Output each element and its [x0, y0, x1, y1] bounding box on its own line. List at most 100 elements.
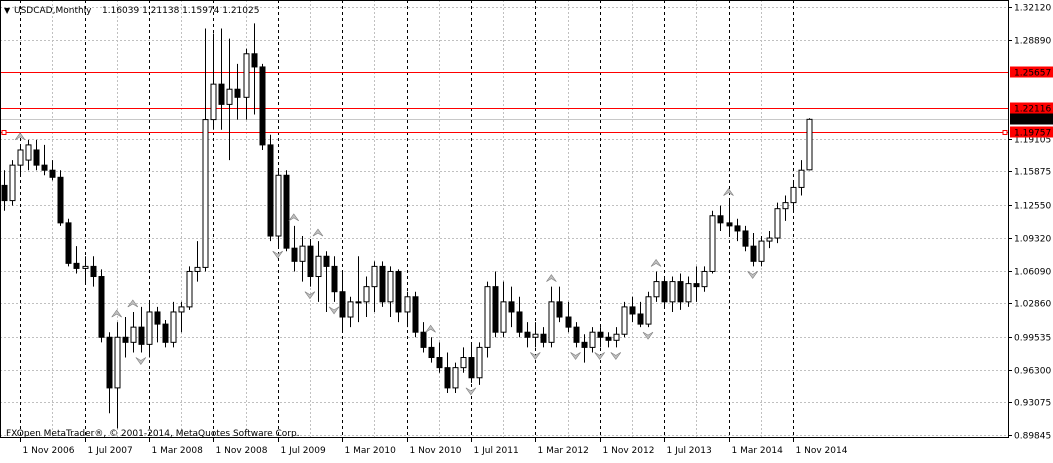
candle[interactable] — [363, 276, 370, 318]
candle[interactable] — [226, 38, 233, 161]
candle[interactable] — [597, 327, 604, 348]
candle[interactable] — [709, 210, 716, 274]
candle[interactable] — [484, 281, 491, 358]
candle[interactable] — [701, 266, 708, 292]
candle[interactable] — [106, 332, 113, 414]
candle[interactable] — [291, 225, 298, 272]
candle[interactable] — [138, 306, 145, 353]
candle[interactable] — [468, 342, 475, 383]
candle[interactable] — [637, 301, 644, 328]
candle[interactable] — [307, 239, 314, 287]
candle[interactable] — [782, 195, 789, 221]
candles[interactable] — [1, 23, 813, 429]
candle[interactable] — [420, 322, 427, 353]
candle[interactable] — [717, 205, 724, 231]
time-axis[interactable]: 1 Nov 2006 1 Jul 2007 1 Mar 2008 1 Nov 2008… — [20, 438, 848, 456]
candle[interactable] — [243, 48, 250, 120]
candle[interactable] — [65, 218, 72, 267]
candle[interactable] — [146, 301, 153, 358]
candle[interactable] — [251, 23, 258, 115]
candle[interactable] — [492, 271, 499, 338]
candle[interactable] — [589, 327, 596, 353]
candle[interactable] — [540, 327, 547, 348]
candle[interactable] — [9, 160, 16, 206]
candle[interactable] — [548, 286, 555, 348]
candle[interactable] — [556, 286, 563, 323]
candle[interactable] — [170, 301, 177, 348]
candle[interactable] — [17, 144, 24, 176]
horizontal-levels[interactable] — [0, 72, 1008, 135]
candle[interactable] — [202, 28, 209, 272]
candle[interactable] — [41, 144, 48, 176]
candle[interactable] — [90, 256, 97, 287]
candle[interactable] — [661, 276, 668, 307]
candle[interactable] — [259, 63, 266, 150]
candle[interactable] — [524, 322, 531, 348]
price-axis[interactable]: 1.32120 1.28890 1.19105 1.15875 1.12550 1.093… — [1008, 4, 1053, 442]
candle[interactable] — [57, 170, 64, 226]
candle[interactable] — [283, 170, 290, 252]
candle[interactable] — [404, 291, 411, 328]
candle[interactable] — [299, 236, 306, 282]
candle[interactable] — [387, 266, 394, 318]
candle[interactable] — [347, 296, 354, 328]
candle[interactable] — [565, 301, 572, 333]
candle[interactable] — [371, 261, 378, 312]
candle[interactable] — [194, 241, 201, 282]
candle[interactable] — [629, 296, 636, 323]
candle[interactable] — [186, 266, 193, 310]
candle[interactable] — [339, 271, 346, 333]
candle[interactable] — [734, 218, 741, 242]
candle[interactable] — [178, 301, 185, 333]
candle[interactable] — [621, 301, 628, 338]
candle[interactable] — [508, 286, 515, 328]
candle[interactable] — [114, 322, 121, 429]
candle[interactable] — [790, 180, 797, 211]
candle[interactable] — [234, 63, 241, 120]
candle[interactable] — [98, 269, 105, 343]
candle[interactable] — [573, 322, 580, 348]
candle[interactable] — [774, 202, 781, 244]
candle[interactable] — [766, 230, 773, 249]
candle[interactable] — [758, 236, 765, 267]
candle[interactable] — [315, 241, 322, 302]
candle[interactable] — [33, 139, 40, 171]
candle[interactable] — [685, 276, 692, 307]
candle[interactable] — [693, 266, 700, 302]
candle[interactable] — [355, 256, 362, 323]
candle[interactable] — [750, 232, 757, 267]
candle[interactable] — [323, 251, 330, 312]
candle[interactable] — [532, 322, 539, 348]
candle[interactable] — [742, 225, 749, 252]
candle[interactable] — [218, 28, 225, 130]
candle[interactable] — [130, 311, 137, 353]
candle[interactable] — [395, 269, 402, 323]
candle[interactable] — [412, 291, 419, 338]
candle[interactable] — [122, 317, 129, 358]
candle[interactable] — [645, 291, 652, 328]
candle[interactable] — [379, 261, 386, 307]
chart-menu-arrow-icon[interactable]: ▼ — [4, 6, 11, 15]
candle[interactable] — [613, 327, 620, 348]
candle[interactable] — [25, 139, 32, 171]
candle[interactable] — [436, 342, 443, 373]
candle[interactable] — [452, 362, 459, 393]
candle[interactable] — [428, 337, 435, 363]
candle[interactable] — [806, 118, 813, 171]
candle[interactable] — [476, 342, 483, 385]
candle[interactable] — [1, 170, 8, 211]
candle[interactable] — [444, 352, 451, 393]
candle[interactable] — [73, 246, 80, 274]
candle[interactable] — [798, 160, 805, 196]
level-handle-left[interactable] — [1, 130, 7, 135]
candle[interactable] — [267, 134, 274, 242]
candle[interactable] — [162, 320, 169, 348]
candle[interactable] — [581, 334, 588, 363]
candle[interactable] — [275, 170, 282, 247]
candle[interactable] — [82, 256, 89, 284]
candle[interactable] — [331, 256, 338, 302]
candle[interactable] — [210, 33, 217, 130]
candle[interactable] — [605, 332, 612, 348]
